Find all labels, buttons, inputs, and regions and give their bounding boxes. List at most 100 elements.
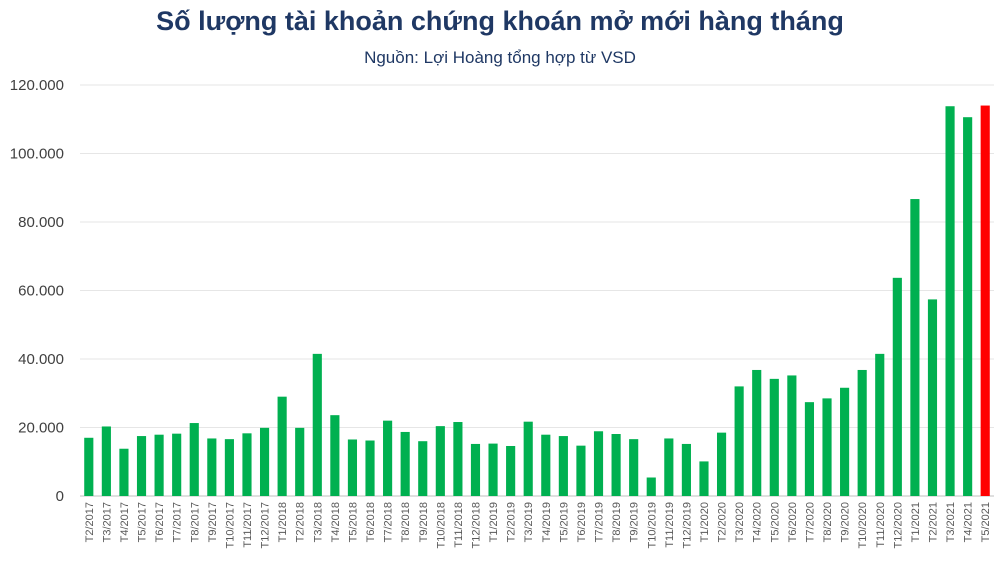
- x-tick-label: T1/2021: [910, 502, 922, 542]
- x-tick-label: T9/2019: [629, 502, 641, 542]
- x-tick-label: T6/2019: [576, 502, 588, 542]
- bar-t3-2019: [523, 421, 533, 496]
- y-tick-label: 60.000: [18, 283, 64, 300]
- bar-t11-2019: [664, 438, 674, 496]
- x-tick-label: T7/2019: [594, 502, 606, 542]
- bar-t2-2021: [927, 299, 938, 496]
- x-tick-label: T6/2018: [365, 502, 377, 542]
- bar-t11-2017: [242, 433, 252, 496]
- bar-t6-2017: [154, 434, 164, 496]
- x-tick-label: T12/2018: [470, 502, 482, 548]
- x-tick-label: T12/2017: [260, 502, 272, 548]
- bar-t4-2017: [119, 448, 129, 496]
- x-tick-label: T5/2021: [980, 502, 992, 542]
- x-tick-label: T6/2020: [787, 502, 799, 542]
- bar-t11-2018: [453, 422, 463, 496]
- bar-t10-2017: [224, 439, 234, 496]
- bar-t12-2018: [470, 443, 481, 496]
- bar-t8-2020: [822, 398, 832, 496]
- bar-t4-2021: [963, 117, 973, 496]
- bar-t3-2017: [101, 426, 111, 496]
- bar-t9-2020: [840, 387, 850, 496]
- bar-t5-2020: [769, 378, 779, 496]
- x-tick-label: T9/2020: [840, 502, 852, 542]
- bar-t1-2020: [699, 461, 709, 496]
- x-tick-label: T7/2018: [383, 502, 395, 542]
- x-tick-label: T12/2020: [892, 502, 904, 548]
- x-tick-label: T1/2019: [488, 502, 500, 542]
- bar-t3-2020: [734, 386, 744, 496]
- bar-t5-2018: [347, 439, 358, 496]
- bar-t8-2019: [611, 434, 621, 496]
- bar-t7-2019: [593, 431, 604, 496]
- x-tick-label: T2/2017: [84, 502, 96, 542]
- x-tick-label: T5/2020: [769, 502, 781, 542]
- bar-t10-2020: [857, 369, 867, 496]
- x-tick-label: T11/2017: [242, 502, 254, 548]
- x-tick-label: T3/2017: [101, 502, 113, 542]
- x-tick-label: T8/2019: [611, 502, 623, 542]
- x-tick-label: T9/2017: [207, 502, 219, 542]
- x-tick-label: T12/2019: [681, 502, 693, 548]
- x-tick-label: T4/2019: [541, 502, 553, 542]
- x-tick-label: T9/2018: [418, 502, 430, 542]
- bar-t1-2019: [488, 443, 498, 496]
- bar-t5-2019: [558, 436, 568, 496]
- x-tick-label: T5/2018: [347, 502, 359, 542]
- bar-t1-2018: [277, 396, 287, 496]
- x-tick-label: T2/2020: [717, 502, 729, 542]
- x-tick-label: T2/2018: [295, 502, 307, 542]
- bar-t8-2017: [189, 423, 199, 496]
- x-tick-label: T4/2017: [119, 502, 131, 542]
- x-tick-label: T11/2018: [453, 502, 465, 548]
- x-tick-label: T10/2019: [646, 502, 658, 548]
- bar-t1-2021: [910, 199, 920, 497]
- x-tick-label: T1/2020: [699, 502, 711, 542]
- bar-t4-2018: [330, 415, 340, 496]
- x-tick-label: T2/2019: [506, 502, 518, 542]
- y-tick-label: 80.000: [18, 214, 64, 231]
- bar-t4-2019: [541, 434, 551, 496]
- x-tick-label: T1/2018: [277, 502, 289, 542]
- bar-t2-2020: [716, 432, 727, 496]
- bar-t12-2017: [259, 427, 270, 496]
- x-tick-label: T2/2021: [927, 502, 939, 542]
- bar-t12-2019: [681, 443, 691, 496]
- bar-t2-2017: [84, 437, 94, 496]
- bar-t12-2020: [892, 277, 902, 496]
- chart-title: Số lượng tài khoản chứng khoán mở mới hà…: [156, 6, 844, 36]
- x-axis-ticks: T2/2017 T3/2017 T4/2017 T5/2017 T6/2017 T7/20…: [84, 502, 992, 548]
- x-tick-label: T3/2021: [945, 502, 957, 542]
- bar-t3-2021: [945, 106, 955, 497]
- x-tick-label: T7/2020: [804, 502, 816, 542]
- x-tick-label: T11/2019: [664, 502, 676, 548]
- x-tick-label: T11/2020: [875, 502, 887, 548]
- y-axis-ticks: 0 20.000 40.000 60.000 80.000 100.000 120.000: [10, 77, 64, 505]
- x-tick-label: T10/2020: [857, 502, 869, 548]
- bar-t10-2019: [646, 477, 656, 496]
- bar-t5-2017: [136, 436, 147, 496]
- bar-t5-2021: [980, 105, 990, 497]
- x-tick-label: T10/2018: [435, 502, 447, 548]
- x-tick-label: T5/2017: [137, 502, 149, 542]
- x-tick-label: T8/2020: [822, 502, 834, 542]
- x-tick-label: T4/2021: [963, 502, 975, 542]
- bar-t4-2020: [752, 369, 762, 496]
- bar-t7-2017: [172, 433, 182, 496]
- x-tick-label: T10/2017: [224, 502, 236, 548]
- y-tick-label: 100.000: [10, 146, 64, 163]
- y-tick-label: 20.000: [18, 420, 64, 437]
- x-tick-label: T4/2020: [752, 502, 764, 542]
- x-tick-label: T5/2019: [558, 502, 570, 542]
- bar-t7-2020: [804, 402, 815, 496]
- bar-t2-2018: [295, 427, 305, 496]
- bar-t9-2017: [207, 438, 217, 496]
- x-tick-label: T7/2017: [172, 502, 184, 542]
- x-tick-label: T8/2017: [189, 502, 201, 542]
- y-tick-label: 40.000: [18, 351, 64, 368]
- bar-t8-2018: [400, 431, 410, 496]
- bar-t10-2018: [435, 426, 445, 496]
- y-tick-label: 120.000: [10, 77, 64, 94]
- bar-t7-2018: [383, 420, 393, 496]
